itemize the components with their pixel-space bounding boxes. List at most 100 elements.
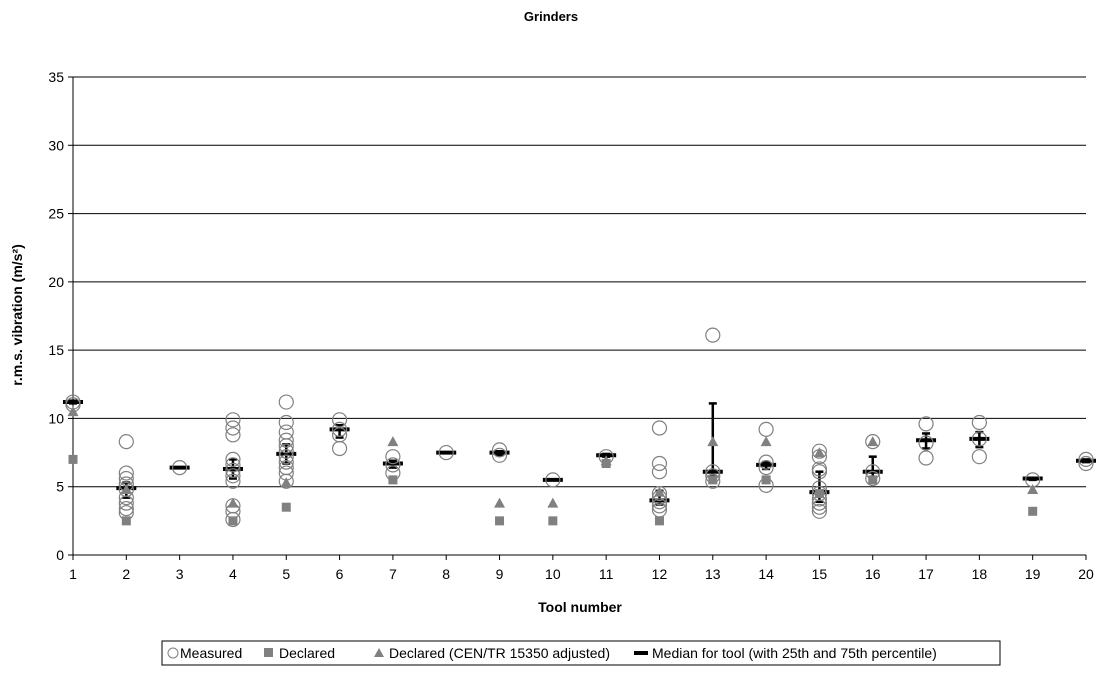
measured-point — [438, 444, 454, 461]
measured-point — [278, 394, 294, 410]
legend-label-declared: Declared — [279, 645, 335, 661]
measured-point — [811, 495, 828, 511]
declared-point — [548, 516, 558, 526]
y-axis-title: r.m.s. vibration (m/s²) — [9, 244, 25, 386]
measured-point — [225, 473, 241, 489]
measured-point — [118, 490, 134, 506]
x-tick-label: 12 — [652, 566, 668, 582]
legend-marker-declared-adjusted — [374, 648, 384, 657]
x-tick-label: 3 — [176, 566, 184, 582]
measured-point — [651, 490, 668, 506]
measured-point — [758, 421, 774, 437]
x-tick-label: 13 — [705, 566, 721, 582]
x-tick-label: 9 — [496, 566, 504, 582]
declared-adjusted-series — [67, 406, 1039, 508]
measured-point — [278, 438, 294, 454]
measured-point — [278, 473, 294, 489]
measured-point — [491, 447, 508, 463]
declared-adjusted-point — [280, 477, 292, 488]
declared-adjusted-point — [547, 497, 559, 508]
declared-point — [868, 475, 878, 485]
measured-point — [278, 443, 294, 459]
y-tick-label: 35 — [48, 69, 64, 85]
declared-point — [228, 516, 238, 526]
measured-point — [491, 442, 508, 458]
y-tick-label: 10 — [48, 410, 64, 426]
declared-point — [121, 516, 131, 526]
median-series — [63, 399, 1096, 506]
measured-point — [811, 480, 828, 496]
measured-point — [331, 440, 348, 457]
measured-point — [651, 502, 668, 518]
measured-point — [811, 491, 828, 507]
measured-point — [971, 414, 987, 431]
x-tick-label: 1 — [69, 566, 77, 582]
x-tick-label: 8 — [442, 566, 450, 582]
measured-point — [278, 454, 294, 470]
x-tick-label: 11 — [599, 566, 614, 582]
measured-point — [278, 465, 294, 481]
y-tick-label: 0 — [56, 547, 64, 563]
measured-point — [331, 421, 348, 437]
measured-point — [758, 454, 774, 470]
measured-point — [705, 327, 721, 343]
measured-point — [918, 435, 934, 451]
measured-point — [651, 420, 668, 436]
declared-adjusted-point — [387, 436, 399, 447]
measured-point — [705, 473, 721, 489]
measured-point — [1078, 451, 1094, 467]
x-tick-label: 18 — [972, 566, 988, 582]
declared-point — [281, 502, 291, 512]
measured-point — [1025, 472, 1041, 488]
measured-point — [225, 412, 241, 428]
measured-point — [118, 495, 134, 511]
measured-point — [811, 503, 828, 519]
measured-point — [225, 503, 241, 519]
x-axis-title: Tool number — [538, 599, 622, 615]
x-tick-label: 20 — [1078, 566, 1094, 582]
declared-point — [654, 516, 664, 526]
measured-point — [225, 462, 241, 478]
declared-adjusted-point — [494, 497, 506, 508]
measured-point — [651, 494, 668, 510]
declared-point — [1028, 506, 1038, 516]
legend-label-median: Median for tool (with 25th and 75th perc… — [652, 645, 937, 661]
y-tick-label: 30 — [48, 137, 64, 153]
measured-point — [118, 500, 134, 517]
declared-adjusted-point — [1027, 483, 1039, 494]
measured-point — [278, 449, 294, 465]
measured-point — [598, 449, 614, 465]
measured-point — [971, 431, 987, 447]
measured-point — [865, 434, 881, 450]
x-tick-label: 10 — [545, 566, 561, 582]
x-tick-label: 5 — [282, 566, 290, 582]
x-tick-label: 4 — [229, 566, 237, 582]
measured-point — [331, 412, 348, 428]
x-tick-label: 16 — [865, 566, 881, 582]
measured-point — [278, 424, 294, 440]
measured-point — [651, 485, 668, 502]
measured-point — [172, 459, 188, 476]
declared-adjusted-point — [760, 436, 772, 447]
legend-item-declared-adjusted: Declared (CEN/TR 15350 adjusted) — [374, 645, 610, 661]
x-tick-label: 15 — [812, 566, 828, 582]
measured-point — [385, 465, 401, 481]
measured-point — [225, 511, 241, 528]
x-tick-labels: 1 2 3 4 5 6 7 8 9 10 11 12 13 14 15 16 17 18 19 20 — [69, 566, 1094, 582]
declared-adjusted-point — [67, 406, 79, 417]
measured-point — [225, 451, 241, 467]
measured-point — [118, 505, 134, 521]
measured-point — [118, 470, 134, 487]
legend-item-median: Median for tool (with 25th and 75th perc… — [634, 645, 937, 661]
declared-point — [495, 516, 505, 526]
x-tick-label: 17 — [918, 566, 934, 582]
measured-point — [918, 450, 934, 466]
measured-point — [865, 464, 881, 480]
legend-frame — [161, 640, 1001, 666]
measured-point — [225, 427, 241, 443]
measured-point — [651, 498, 668, 514]
measured-point — [705, 464, 721, 480]
measured-point — [118, 434, 134, 450]
measured-point — [225, 468, 241, 484]
